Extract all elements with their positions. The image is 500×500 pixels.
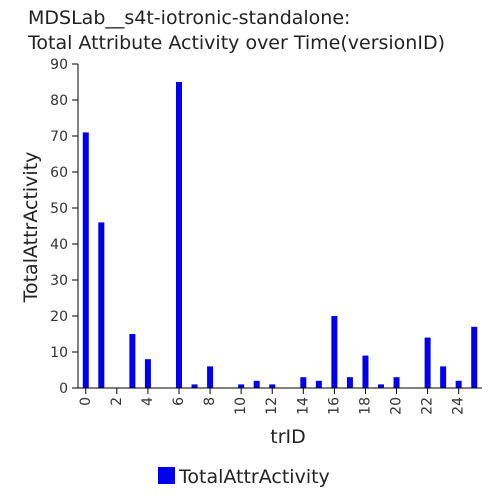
legend: TotalAttrActivity xyxy=(158,466,330,488)
bar-trid-15 xyxy=(315,380,322,388)
y-tick-label: 40 xyxy=(50,237,68,253)
bar-trid-10 xyxy=(238,384,245,388)
bar-trid-22 xyxy=(424,337,431,388)
bar-trid-3 xyxy=(129,334,136,388)
bar-trid-16 xyxy=(331,316,338,388)
y-tick-label: 80 xyxy=(50,93,68,109)
x-tick-label: 14 xyxy=(295,397,311,415)
x-tick-label: 2 xyxy=(109,397,125,406)
x-tick-label: 8 xyxy=(202,397,218,406)
y-tick-label: 70 xyxy=(50,129,68,145)
bar-trid-19 xyxy=(378,384,384,388)
bar-trid-0 xyxy=(82,132,89,388)
bar-trid-6 xyxy=(176,82,182,388)
bar-trid-23 xyxy=(440,366,447,388)
y-tick-label: 30 xyxy=(50,273,68,289)
legend-label: TotalAttrActivity xyxy=(178,466,330,488)
x-tick-label: 6 xyxy=(171,397,187,406)
chart-title-line-2: Total Attribute Activity over Time(versi… xyxy=(27,32,445,54)
y-axis-label: TotalAttrActivity xyxy=(20,152,42,304)
x-tick-label: 22 xyxy=(420,397,436,415)
chart-title-line-1: MDSLab__s4t-iotronic-standalone: xyxy=(28,7,350,29)
bar-trid-14 xyxy=(300,377,307,388)
x-tick-label: 4 xyxy=(140,397,156,406)
x-tick-label: 16 xyxy=(326,397,342,415)
bar-trid-1 xyxy=(98,222,105,388)
bar-trid-8 xyxy=(207,366,214,388)
x-axis-label: trID xyxy=(270,426,306,448)
bar-trid-12 xyxy=(269,384,276,388)
bar-trid-7 xyxy=(191,384,198,388)
x-tick-label: 10 xyxy=(233,397,249,415)
legend-swatch xyxy=(158,467,175,484)
x-tick-label: 18 xyxy=(357,397,373,415)
bar-trid-24 xyxy=(455,380,462,388)
bar-trid-4 xyxy=(144,359,151,388)
bars-layer xyxy=(82,82,478,388)
bar-trid-25 xyxy=(471,326,478,388)
bar-trid-11 xyxy=(253,380,260,388)
x-tick-label: 0 xyxy=(78,397,94,406)
y-tick-label: 0 xyxy=(59,381,68,397)
y-tick-label: 90 xyxy=(50,57,68,73)
y-tick-label: 10 xyxy=(50,345,68,361)
y-tick-label: 60 xyxy=(50,165,68,181)
bar-trid-17 xyxy=(346,377,353,388)
x-tick-label: 24 xyxy=(451,397,467,415)
bar-trid-20 xyxy=(393,377,400,388)
bar-trid-18 xyxy=(362,355,369,388)
y-tick-label: 50 xyxy=(50,201,68,217)
y-tick-label: 20 xyxy=(50,309,68,325)
x-tick-label: 12 xyxy=(264,397,280,415)
x-tick-label: 20 xyxy=(389,397,405,415)
